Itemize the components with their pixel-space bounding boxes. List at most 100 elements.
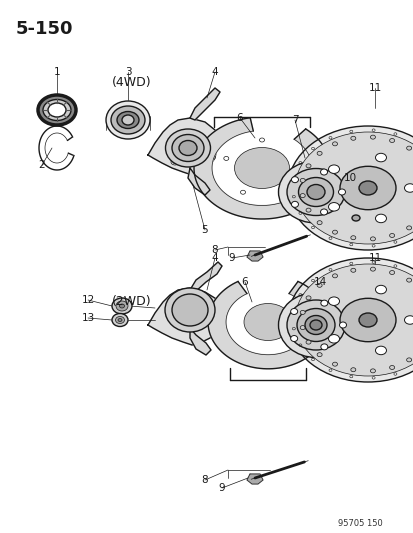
Ellipse shape [406, 226, 411, 230]
Ellipse shape [287, 126, 413, 250]
Ellipse shape [38, 95, 76, 125]
Text: 5-150: 5-150 [16, 20, 74, 38]
Ellipse shape [305, 164, 310, 168]
Polygon shape [190, 262, 221, 292]
Ellipse shape [316, 151, 321, 155]
Ellipse shape [406, 146, 411, 150]
Ellipse shape [320, 300, 327, 306]
Ellipse shape [389, 366, 394, 369]
Text: 1: 1 [54, 67, 60, 77]
Ellipse shape [111, 106, 145, 134]
Ellipse shape [291, 176, 298, 183]
Ellipse shape [350, 268, 355, 272]
Ellipse shape [350, 136, 355, 140]
Ellipse shape [332, 274, 337, 278]
Ellipse shape [350, 368, 355, 372]
Text: 7: 7 [291, 115, 298, 125]
Ellipse shape [171, 134, 204, 161]
Ellipse shape [389, 139, 394, 142]
Ellipse shape [328, 165, 339, 173]
Text: 95705 150: 95705 150 [337, 519, 382, 528]
Ellipse shape [278, 161, 353, 223]
Text: 13: 13 [81, 313, 95, 323]
Ellipse shape [165, 129, 210, 167]
Ellipse shape [290, 309, 297, 314]
Text: 3: 3 [124, 67, 131, 77]
Ellipse shape [165, 288, 214, 332]
Text: 2: 2 [38, 160, 45, 170]
Ellipse shape [320, 169, 327, 175]
Text: 14: 14 [313, 277, 326, 287]
Text: (4WD): (4WD) [112, 76, 151, 89]
Ellipse shape [299, 310, 304, 314]
Ellipse shape [118, 319, 122, 321]
Ellipse shape [115, 317, 124, 324]
Ellipse shape [298, 177, 333, 206]
Text: 4: 4 [211, 253, 218, 263]
Ellipse shape [316, 353, 321, 357]
Ellipse shape [304, 316, 326, 335]
Ellipse shape [305, 296, 310, 300]
Ellipse shape [370, 267, 375, 271]
Ellipse shape [296, 309, 334, 342]
Ellipse shape [309, 320, 321, 330]
Ellipse shape [370, 135, 375, 139]
Ellipse shape [299, 326, 304, 329]
Ellipse shape [332, 362, 337, 366]
Ellipse shape [299, 193, 304, 198]
Text: 6: 6 [241, 277, 248, 287]
Ellipse shape [332, 142, 337, 146]
Text: 4: 4 [211, 67, 218, 77]
Ellipse shape [358, 181, 376, 195]
Ellipse shape [122, 115, 134, 125]
Ellipse shape [112, 313, 128, 327]
Ellipse shape [370, 369, 375, 373]
Ellipse shape [351, 215, 359, 221]
Text: 12: 12 [81, 295, 95, 305]
Ellipse shape [328, 335, 339, 343]
Polygon shape [247, 474, 262, 484]
Polygon shape [207, 281, 327, 369]
Text: 10: 10 [343, 173, 356, 183]
Ellipse shape [286, 300, 344, 350]
Ellipse shape [375, 154, 386, 162]
Ellipse shape [305, 208, 310, 212]
Polygon shape [147, 118, 218, 175]
Ellipse shape [328, 297, 339, 305]
Ellipse shape [404, 316, 413, 324]
Ellipse shape [320, 209, 327, 215]
Ellipse shape [119, 304, 124, 308]
Ellipse shape [278, 293, 353, 358]
Ellipse shape [328, 203, 339, 211]
Ellipse shape [404, 184, 413, 192]
Polygon shape [147, 288, 221, 345]
Ellipse shape [316, 284, 321, 287]
Ellipse shape [306, 184, 324, 199]
Ellipse shape [389, 271, 394, 274]
Ellipse shape [406, 358, 411, 362]
Text: 11: 11 [368, 253, 381, 263]
Ellipse shape [339, 166, 395, 209]
Ellipse shape [43, 100, 71, 120]
Text: 8: 8 [211, 245, 218, 255]
Ellipse shape [375, 285, 386, 294]
Ellipse shape [316, 221, 321, 225]
Polygon shape [194, 118, 329, 219]
Text: 5: 5 [201, 225, 208, 235]
Ellipse shape [375, 346, 386, 354]
Ellipse shape [287, 258, 413, 382]
Text: 6: 6 [236, 113, 243, 123]
Ellipse shape [358, 313, 376, 327]
Ellipse shape [294, 264, 413, 376]
Ellipse shape [320, 344, 327, 350]
Text: 9: 9 [218, 483, 225, 493]
Ellipse shape [291, 201, 298, 207]
Ellipse shape [332, 230, 337, 234]
Ellipse shape [406, 278, 411, 282]
Ellipse shape [106, 101, 150, 139]
Ellipse shape [339, 298, 395, 342]
Ellipse shape [339, 322, 346, 328]
Ellipse shape [48, 103, 66, 117]
Ellipse shape [294, 132, 413, 244]
Ellipse shape [171, 294, 207, 326]
